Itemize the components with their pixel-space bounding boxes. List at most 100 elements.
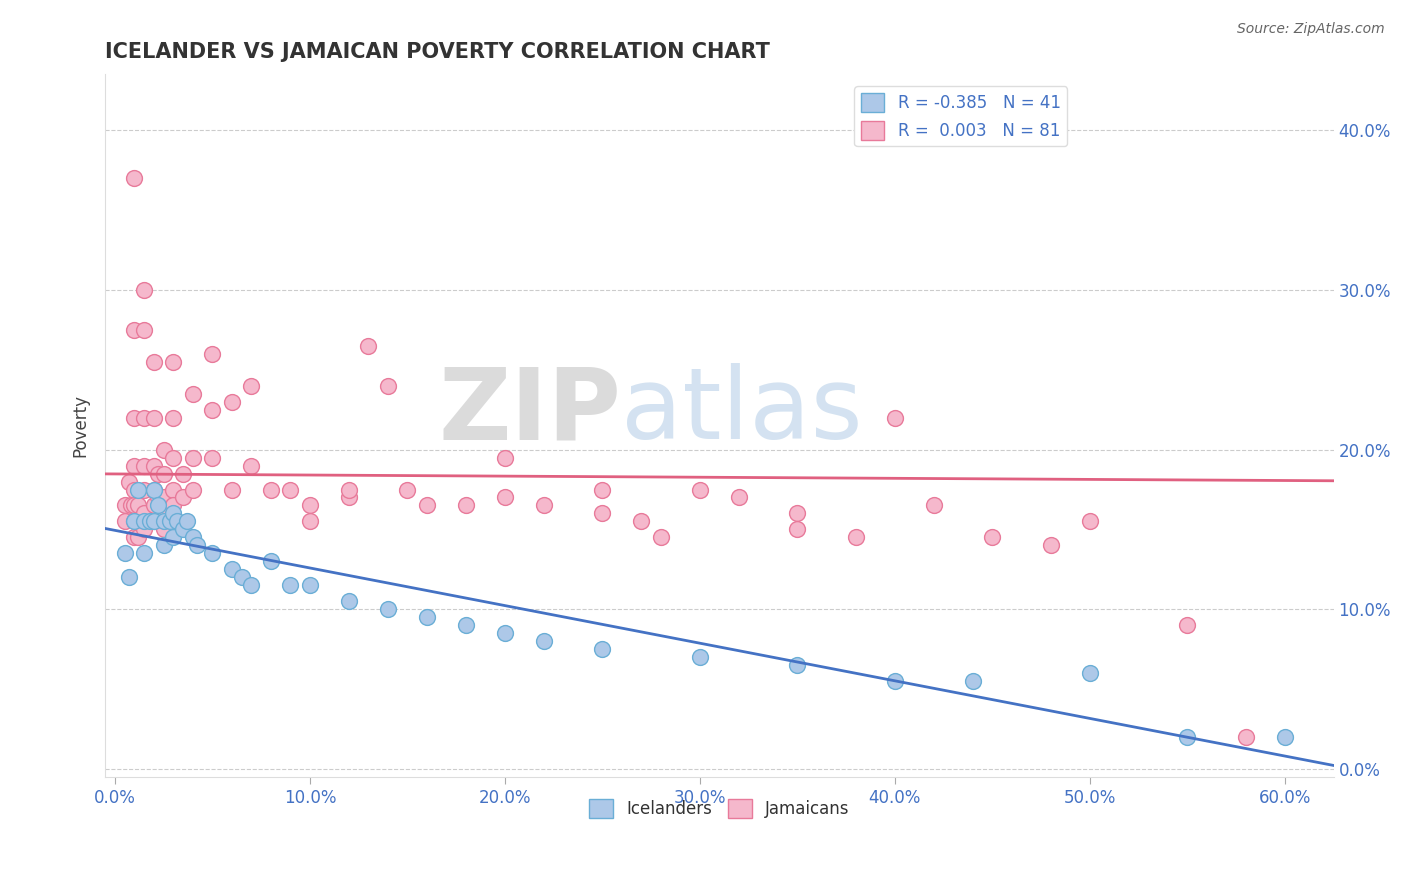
- Point: [240, 578, 263, 592]
- Point: [260, 483, 283, 497]
- Point: [357, 339, 380, 353]
- Point: [124, 515, 146, 529]
- Point: [260, 554, 283, 568]
- Point: [786, 658, 808, 673]
- Point: [689, 650, 711, 665]
- Point: [162, 507, 184, 521]
- Point: [124, 458, 146, 473]
- Point: [176, 515, 198, 529]
- Point: [630, 515, 652, 529]
- Point: [1039, 538, 1062, 552]
- Point: [172, 491, 194, 505]
- Point: [201, 546, 224, 560]
- Point: [494, 626, 516, 640]
- Point: [117, 475, 139, 489]
- Point: [533, 634, 555, 648]
- Point: [1234, 730, 1257, 744]
- Point: [298, 578, 321, 592]
- Point: [981, 530, 1004, 544]
- Point: [152, 442, 174, 457]
- Point: [454, 499, 477, 513]
- Point: [143, 458, 166, 473]
- Point: [143, 355, 166, 369]
- Point: [1078, 515, 1101, 529]
- Point: [124, 483, 146, 497]
- Point: [143, 515, 166, 529]
- Point: [728, 491, 751, 505]
- Point: [181, 450, 204, 465]
- Point: [146, 499, 169, 513]
- Point: [162, 410, 184, 425]
- Point: [416, 499, 439, 513]
- Point: [377, 378, 399, 392]
- Point: [134, 483, 156, 497]
- Point: [883, 674, 905, 689]
- Point: [127, 499, 149, 513]
- Point: [1274, 730, 1296, 744]
- Point: [962, 674, 984, 689]
- Point: [162, 530, 184, 544]
- Point: [120, 499, 142, 513]
- Point: [143, 483, 166, 497]
- Point: [134, 323, 156, 337]
- Point: [162, 499, 184, 513]
- Point: [152, 515, 174, 529]
- Point: [124, 323, 146, 337]
- Point: [134, 410, 156, 425]
- Y-axis label: Poverty: Poverty: [72, 394, 89, 457]
- Point: [162, 355, 184, 369]
- Point: [139, 515, 162, 529]
- Point: [134, 507, 156, 521]
- Point: [786, 523, 808, 537]
- Point: [454, 618, 477, 632]
- Point: [166, 515, 188, 529]
- Point: [152, 491, 174, 505]
- Point: [298, 499, 321, 513]
- Point: [280, 483, 302, 497]
- Point: [152, 507, 174, 521]
- Point: [591, 483, 613, 497]
- Point: [181, 483, 204, 497]
- Point: [591, 507, 613, 521]
- Point: [143, 410, 166, 425]
- Point: [591, 642, 613, 657]
- Point: [124, 171, 146, 186]
- Point: [114, 546, 136, 560]
- Point: [146, 491, 169, 505]
- Point: [146, 467, 169, 481]
- Point: [143, 515, 166, 529]
- Point: [152, 467, 174, 481]
- Point: [337, 491, 360, 505]
- Point: [134, 283, 156, 297]
- Point: [533, 499, 555, 513]
- Point: [152, 538, 174, 552]
- Point: [143, 483, 166, 497]
- Point: [134, 546, 156, 560]
- Point: [134, 515, 156, 529]
- Point: [221, 483, 243, 497]
- Point: [181, 530, 204, 544]
- Point: [172, 467, 194, 481]
- Point: [114, 499, 136, 513]
- Point: [1078, 666, 1101, 681]
- Point: [240, 378, 263, 392]
- Point: [396, 483, 419, 497]
- Text: atlas: atlas: [621, 363, 863, 460]
- Point: [127, 530, 149, 544]
- Text: Source: ZipAtlas.com: Source: ZipAtlas.com: [1237, 22, 1385, 37]
- Point: [127, 515, 149, 529]
- Point: [786, 507, 808, 521]
- Point: [221, 394, 243, 409]
- Point: [416, 610, 439, 624]
- Point: [1177, 618, 1199, 632]
- Point: [689, 483, 711, 497]
- Point: [127, 483, 149, 497]
- Point: [117, 570, 139, 584]
- Point: [650, 530, 672, 544]
- Point: [231, 570, 253, 584]
- Point: [124, 499, 146, 513]
- Point: [280, 578, 302, 592]
- Point: [186, 538, 208, 552]
- Point: [337, 483, 360, 497]
- Point: [162, 483, 184, 497]
